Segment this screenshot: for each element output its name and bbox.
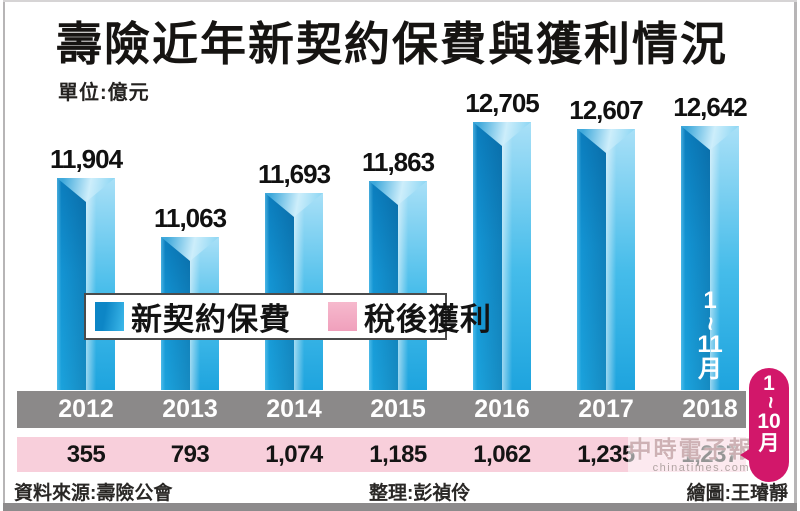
year-label: 2015 — [370, 395, 426, 423]
bar-2012: 11,904 — [50, 144, 123, 390]
premium-period-label: 1 ~11 月 — [696, 287, 724, 383]
ribbon-tail — [740, 448, 751, 462]
bar-face-left — [473, 122, 502, 390]
profit-value: 1,185 — [369, 441, 427, 468]
page-title: 壽險近年新契約保費與獲利情況 — [56, 18, 728, 70]
profit-period-label: 1 ~10 月 — [757, 372, 782, 455]
bar-value-label: 12,705 — [465, 88, 540, 118]
bar-value-label: 11,863 — [361, 147, 435, 177]
unit-label: 單位:億元 — [58, 82, 150, 104]
bar-2016: 12,705 — [465, 88, 540, 390]
bar-value-label: 11,063 — [153, 203, 227, 233]
watermark-domain: chinatimes.com — [652, 462, 750, 474]
year-label: 2013 — [162, 395, 218, 423]
bar-value-label: 12,642 — [673, 92, 748, 122]
profit-value: 355 — [66, 441, 106, 468]
bar-2015: 11,863 — [362, 147, 435, 390]
legend: 新契約保費 稅後獲利 — [84, 293, 491, 340]
bar-2014: 11,693 — [258, 159, 331, 390]
bar-face-right — [86, 178, 115, 390]
bar-face-left — [577, 129, 606, 390]
editor-credit: 整理:彭禎伶 — [369, 483, 471, 504]
profit-legend-swatch-icon — [328, 302, 357, 331]
bar-face-left — [681, 126, 710, 390]
artist-credit: 繪圖:王璿靜 — [686, 483, 788, 504]
premium-legend-label: 新契約保費 — [131, 302, 291, 337]
year-label: 2018 — [682, 395, 738, 423]
bar-face-right — [606, 129, 635, 390]
footer: 資料來源:壽險公會 整理:彭禎伶 繪圖:王璿靜 — [0, 478, 800, 504]
profit-value: 1,074 — [265, 441, 323, 468]
profit-period-ribbon: 1 ~10 月 — [740, 368, 789, 482]
page-border-top — [3, 0, 797, 2]
year-label: 2017 — [578, 395, 634, 423]
bar-face-right — [398, 181, 427, 390]
premium-legend-swatch-icon — [95, 302, 124, 331]
bar-face-left — [57, 178, 86, 390]
bar-value-label: 11,693 — [257, 159, 331, 189]
year-label: 2016 — [474, 395, 530, 423]
bar-face-right — [710, 126, 739, 390]
source-credit: 資料來源:壽險公會 — [14, 483, 173, 504]
year-axis-band: 2012 2013 2014 2015 2016 2017 2018 — [17, 391, 746, 428]
page-border-bottom — [3, 503, 797, 511]
bar-face-right — [502, 122, 531, 390]
bar-face-right — [294, 193, 323, 390]
profit-value: 1,062 — [473, 441, 531, 468]
year-label: 2014 — [266, 395, 322, 423]
watermark-brand: 中時電子報 — [628, 436, 754, 462]
bar-chart: 11,904 11,063 11,693 11,863 12,705 12,607 12,6… — [50, 88, 748, 390]
bar-2017: 12,607 — [569, 95, 644, 390]
bar-face-left — [369, 181, 398, 390]
profit-value: 1,235 — [577, 441, 635, 468]
year-label: 2012 — [58, 395, 114, 423]
profit-value: 793 — [170, 441, 210, 468]
profit-legend-label: 稅後獲利 — [364, 302, 492, 337]
page-border-left — [3, 0, 5, 505]
page-border-right — [794, 0, 797, 505]
bar-value-label: 11,904 — [49, 144, 123, 174]
bar-2018: 12,642 1 ~11 月 — [673, 92, 748, 390]
watermark: 中時電子報 chinatimes.com — [628, 430, 754, 474]
bar-value-label: 12,607 — [569, 95, 644, 125]
bar-face-left — [265, 193, 294, 390]
